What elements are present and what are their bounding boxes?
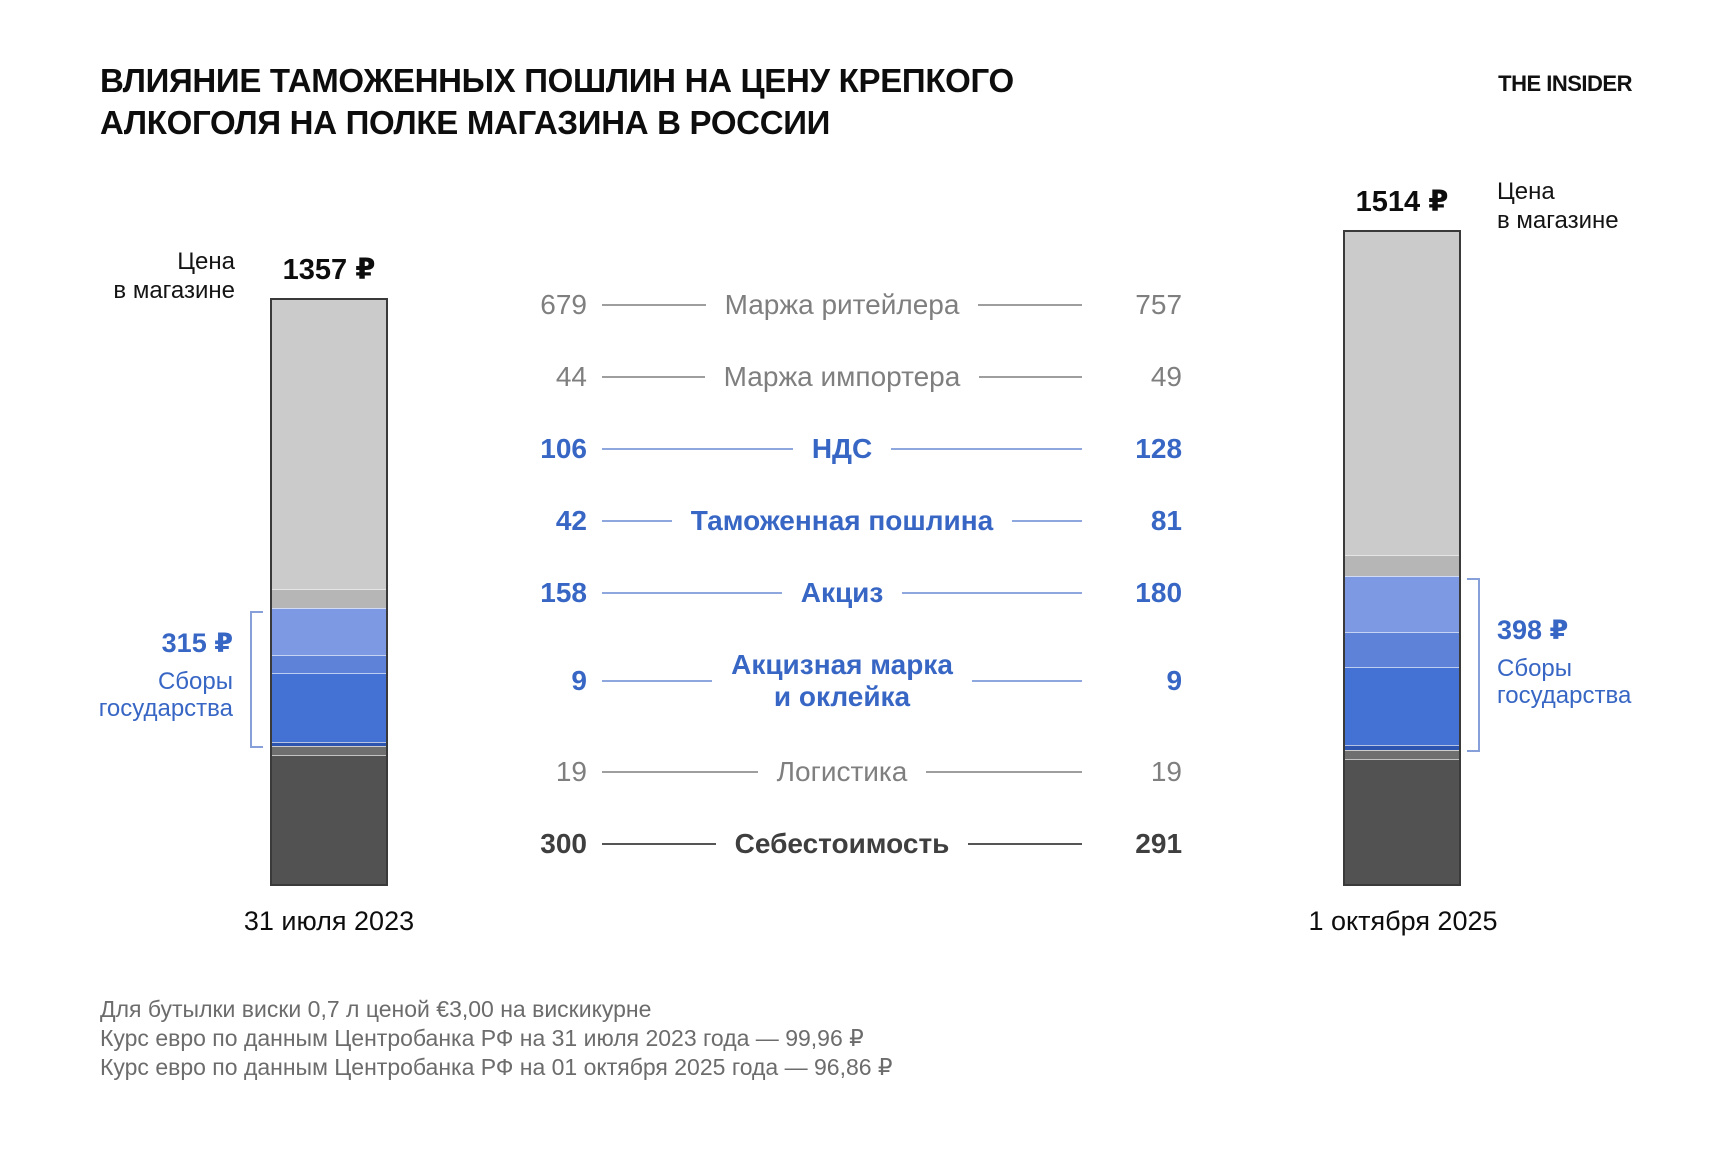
legend-row-себестоимость: 300 Себестоимость 291 — [502, 828, 1182, 860]
stacked-bar-2023 — [270, 298, 388, 886]
connector-line-right — [978, 304, 1083, 306]
bar-segment-акциз — [1345, 667, 1459, 746]
connector-line-right — [971, 680, 1083, 682]
bar-segment-маржа-ритейлера — [1345, 232, 1459, 555]
connector-line-right — [902, 592, 1083, 594]
connector-line-right — [968, 843, 1083, 845]
legend-value-2025: 291 — [1135, 828, 1183, 859]
bar-total-2023: 1357 ₽ — [282, 254, 376, 286]
legend-row-ндс: 106 НДС 128 — [502, 433, 1182, 465]
legend-value-2025: 757 — [1135, 289, 1183, 320]
legend-value-2025: 128 — [1135, 433, 1183, 464]
bar-segment-акцизная-марка-и-оклейка — [1345, 745, 1459, 750]
legend-value-2023: 19 — [555, 756, 587, 787]
state-fees-value-2023: 315 ₽ — [161, 628, 233, 658]
bar-total-2025: 1514 ₽ — [1355, 186, 1449, 218]
bar-segment-маржа-ритейлера — [272, 300, 386, 589]
legend-value-2025: 81 — [1150, 505, 1182, 536]
bar-segment-таможенная-пошлина — [1345, 631, 1459, 668]
bar-segment-маржа-импортера — [1345, 554, 1459, 577]
footnotes: Для бутылки виски 0,7 л ценой €3,00 на в… — [100, 995, 893, 1082]
legend-row-логистика: 19 Логистика 19 — [502, 756, 1182, 788]
bar-segment-ндс — [272, 608, 386, 655]
legend-category-label: НДС — [811, 433, 873, 464]
legend-row-акциз: 158 Акциз 180 — [502, 577, 1182, 609]
legend-value-2025: 49 — [1150, 361, 1182, 392]
legend-value-2023: 42 — [555, 505, 587, 536]
legend-value-2025: 9 — [1166, 665, 1183, 696]
state-fees-bracket-2023 — [250, 611, 263, 748]
stacked-bar-2025 — [1343, 230, 1461, 886]
legend-category-label: Акциз — [800, 577, 884, 608]
state-fees-caption-2025: Сборы государства — [1497, 655, 1632, 709]
footnote-rate-2025: Курс евро по данным Центробанка РФ на 01… — [100, 1054, 893, 1080]
infographic-title: ВЛИЯНИЕ ТАМОЖЕННЫХ ПОШЛИН НА ЦЕНУ КРЕПКО… — [100, 62, 1014, 141]
bar-segment-ндс — [1345, 576, 1459, 632]
bar-segment-логистика — [272, 746, 386, 756]
state-fees-caption-2023: Сборы государства — [98, 668, 233, 722]
footnote-bottle: Для бутылки виски 0,7 л ценой €3,00 на в… — [100, 996, 652, 1022]
bar-segment-таможенная-пошлина — [272, 654, 386, 674]
bar-segment-логистика — [1345, 749, 1459, 760]
connector-line-left — [602, 304, 706, 306]
legend-row-маржа-импортера: 44 Маржа импортера 49 — [502, 361, 1182, 393]
connector-line-right — [1012, 520, 1082, 522]
bar-segment-акциз — [272, 673, 386, 742]
bar-segment-акцизная-марка-и-оклейка — [272, 741, 386, 747]
connector-line-left — [602, 520, 672, 522]
legend-value-2023: 106 — [540, 433, 587, 464]
shelf-price-label-2023: Цена в магазине — [113, 248, 235, 304]
legend-category-label: Себестоимость — [734, 828, 950, 859]
connector-line-left — [602, 376, 705, 378]
brand-logo: THE INSIDER — [1498, 71, 1632, 96]
shelf-price-label-2025: Цена в магазине — [1497, 178, 1619, 234]
bar-date-2023: 31 июля 2023 — [243, 906, 415, 936]
bar-date-2025: 1 октября 2025 — [1308, 906, 1498, 936]
state-fees-callout-2025: 398 ₽ Сборы государства — [1497, 614, 1727, 709]
legend-category-label: Акцизная марка и оклейка — [731, 649, 953, 712]
connector-line-left — [602, 771, 758, 773]
state-fees-value-2025: 398 ₽ — [1497, 615, 1569, 645]
legend-value-2023: 9 — [571, 665, 587, 696]
legend-category-label: Таможенная пошлина — [690, 505, 994, 536]
legend-value-2023: 158 — [540, 577, 587, 608]
bar-segment-маржа-импортера — [272, 588, 386, 609]
state-fees-callout-2023: 315 ₽ Сборы государства — [40, 627, 233, 722]
connector-line-left — [602, 448, 793, 450]
connector-line-right — [891, 448, 1083, 450]
legend-category-label: Маржа ритейлера — [724, 289, 960, 320]
connector-line-left — [602, 680, 713, 682]
footnote-rate-2023: Курс евро по данным Центробанка РФ на 31… — [100, 1025, 864, 1051]
legend-row-маржа-ритейлера: 679 Маржа ритейлера 757 — [502, 289, 1182, 321]
bar-segment-себестоимость — [1345, 759, 1459, 884]
category-legend: 679 Маржа ритейлера 757 44 Маржа импорте… — [502, 0, 1182, 900]
legend-value-2023: 300 — [540, 828, 587, 859]
connector-line-right — [926, 771, 1083, 773]
legend-category-label: Логистика — [776, 756, 908, 787]
legend-row-таможенная-пошлина: 42 Таможенная пошлина 81 — [502, 505, 1182, 537]
connector-line-right — [979, 376, 1082, 378]
legend-value-2023: 44 — [555, 361, 587, 392]
legend-value-2025: 180 — [1135, 577, 1183, 608]
legend-value-2023: 679 — [540, 289, 587, 320]
state-fees-bracket-2025 — [1467, 578, 1480, 752]
legend-row-акцизная-марка: 9 Акцизная марка и оклейка 9 — [502, 649, 1182, 713]
connector-line-left — [602, 592, 782, 594]
bar-segment-себестоимость — [272, 755, 386, 885]
legend-category-label: Маржа импортера — [723, 361, 961, 392]
connector-line-left — [602, 843, 716, 845]
legend-value-2025: 19 — [1150, 756, 1183, 787]
